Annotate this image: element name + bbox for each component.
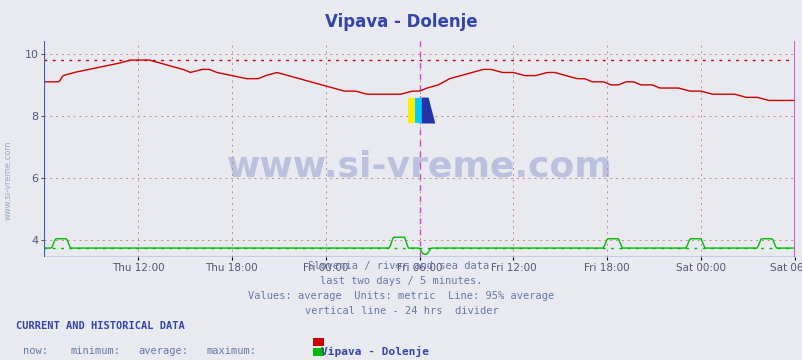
Text: www.si-vreme.com: www.si-vreme.com (226, 150, 612, 184)
Polygon shape (407, 98, 421, 123)
Text: average:: average: (139, 346, 188, 356)
Text: now:: now: (23, 346, 48, 356)
Text: Slovenia / river and sea data.: Slovenia / river and sea data. (307, 261, 495, 271)
Text: minimum:: minimum: (71, 346, 120, 356)
Text: Values: average  Units: metric  Line: 95% average: Values: average Units: metric Line: 95% … (248, 291, 554, 301)
Text: Vipava - Dolenje: Vipava - Dolenje (325, 13, 477, 31)
Polygon shape (421, 98, 435, 123)
Text: CURRENT AND HISTORICAL DATA: CURRENT AND HISTORICAL DATA (16, 321, 184, 331)
Text: maximum:: maximum: (207, 346, 257, 356)
Text: Vipava - Dolenje: Vipava - Dolenje (321, 346, 428, 357)
Polygon shape (415, 98, 428, 123)
Text: www.si-vreme.com: www.si-vreme.com (3, 140, 13, 220)
Text: vertical line - 24 hrs  divider: vertical line - 24 hrs divider (304, 306, 498, 316)
Text: last two days / 5 minutes.: last two days / 5 minutes. (320, 276, 482, 286)
